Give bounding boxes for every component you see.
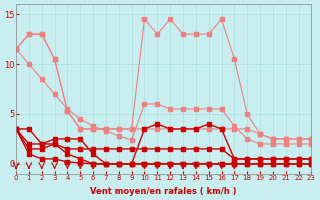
X-axis label: Vent moyen/en rafales ( km/h ): Vent moyen/en rafales ( km/h )	[91, 187, 237, 196]
